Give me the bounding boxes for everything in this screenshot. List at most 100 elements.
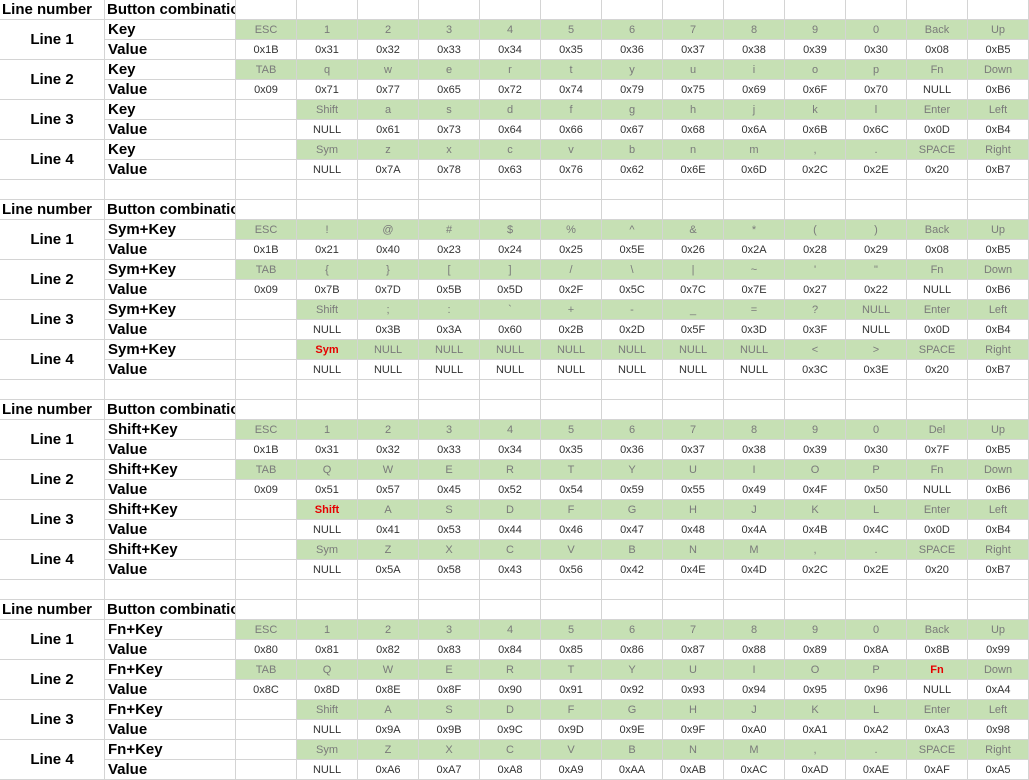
key-row: Fn+Key Shift A S D F G H J K L Enter Left	[105, 700, 1029, 720]
key-cell: o	[785, 60, 846, 80]
key-cell: R	[480, 460, 541, 480]
value-cell: 0x96	[846, 680, 907, 700]
value-cell: 0x6C	[846, 120, 907, 140]
value-cell: NULL	[724, 360, 785, 380]
key-cell: k	[785, 100, 846, 120]
value-cell: 0x53	[419, 520, 480, 540]
value-cell: 0x30	[846, 40, 907, 60]
empty-cell	[236, 580, 297, 600]
value-cell: 0x1B	[236, 40, 297, 60]
value-cell: 0x0D	[907, 120, 968, 140]
combination-label: Fn+Key	[105, 620, 236, 640]
value-cell: 0x39	[785, 440, 846, 460]
value-cell: 0x43	[480, 560, 541, 580]
key-cell: Fn	[907, 660, 968, 680]
key-cell: v	[541, 140, 602, 160]
line-number-header: Line number	[0, 200, 105, 220]
combination-label: Value	[105, 240, 236, 260]
value-cell: 0x28	[785, 240, 846, 260]
empty-cell	[968, 200, 1029, 220]
value-cell: 0x52	[480, 480, 541, 500]
value-cell: 0x78	[419, 160, 480, 180]
key-cell: O	[785, 460, 846, 480]
key-cell: L	[846, 700, 907, 720]
key-cell: T	[541, 460, 602, 480]
empty-cell	[663, 600, 724, 620]
key-cell: g	[602, 100, 663, 120]
key-cell: V	[541, 540, 602, 560]
value-cell: NULL	[480, 360, 541, 380]
value-cell: 0x68	[663, 120, 724, 140]
value-cell: 0x20	[907, 360, 968, 380]
empty-cell	[541, 600, 602, 620]
combination-label: Key	[105, 60, 236, 80]
key-cell: N	[663, 740, 724, 760]
value-row: Value 0x1B 0x31 0x32 0x33 0x34 0x35 0x36 0x37 0x3…	[105, 440, 1029, 460]
key-cell: _	[663, 300, 724, 320]
key-cell: ^	[602, 220, 663, 240]
key-cell: B	[602, 540, 663, 560]
value-cell: 0x3E	[846, 360, 907, 380]
value-cell	[236, 360, 297, 380]
key-cell: Down	[968, 460, 1029, 480]
key-cell: 1	[297, 20, 358, 40]
combination-label: Key	[105, 100, 236, 120]
value-cell: 0x90	[480, 680, 541, 700]
value-cell: NULL	[297, 560, 358, 580]
key-cell: 0	[846, 20, 907, 40]
line-label: Line 3	[0, 100, 105, 140]
value-cell: 0x59	[602, 480, 663, 500]
value-cell: 0x21	[297, 240, 358, 260]
value-cell: 0x4C	[846, 520, 907, 540]
key-cell: C	[480, 540, 541, 560]
key-cell: U	[663, 660, 724, 680]
key-cell: 7	[663, 20, 724, 40]
key-cell: 8	[724, 620, 785, 640]
value-cell	[236, 120, 297, 140]
key-cell: D	[480, 500, 541, 520]
value-cell: 0x3C	[785, 360, 846, 380]
empty-cell	[663, 180, 724, 200]
value-cell: 0xA5	[968, 760, 1029, 780]
value-cell: 0x66	[541, 120, 602, 140]
empty-cell	[785, 180, 846, 200]
value-cell: 0x46	[541, 520, 602, 540]
value-row: Value NULL 0x5A 0x58 0x43 0x56 0x42 0x4E 0x4D 0x2…	[105, 560, 1029, 580]
line-label: Line 1	[0, 620, 105, 660]
value-cell: 0x7D	[358, 280, 419, 300]
empty-cell	[602, 580, 663, 600]
key-cell: 4	[480, 20, 541, 40]
empty-cell	[419, 580, 480, 600]
key-cell: S	[419, 700, 480, 720]
empty-cell	[724, 400, 785, 420]
key-cell: u	[663, 60, 724, 80]
value-cell: NULL	[907, 680, 968, 700]
key-cell: x	[419, 140, 480, 160]
value-cell: 0x8E	[358, 680, 419, 700]
empty-cell	[480, 400, 541, 420]
key-cell: #	[419, 220, 480, 240]
value-cell: 0x25	[541, 240, 602, 260]
key-cell: Z	[358, 540, 419, 560]
key-cell: :	[419, 300, 480, 320]
key-cell: Del	[907, 420, 968, 440]
key-cell: 7	[663, 420, 724, 440]
key-cell: Up	[968, 220, 1029, 240]
key-cell	[236, 140, 297, 160]
value-cell: 0x42	[602, 560, 663, 580]
value-cell: 0x2E	[846, 560, 907, 580]
empty-cell	[358, 580, 419, 600]
combination-label: Value	[105, 320, 236, 340]
value-cell: 0x8A	[846, 640, 907, 660]
key-cell	[236, 740, 297, 760]
key-cell	[236, 500, 297, 520]
key-cell: O	[785, 660, 846, 680]
value-cell: 0x34	[480, 440, 541, 460]
line-label: Line 4	[0, 340, 105, 380]
key-cell: }	[358, 260, 419, 280]
combination-label: Value	[105, 560, 236, 580]
key-cell: G	[602, 700, 663, 720]
value-cell: 0x7F	[907, 440, 968, 460]
value-cell: 0x4E	[663, 560, 724, 580]
value-cell: 0x61	[358, 120, 419, 140]
